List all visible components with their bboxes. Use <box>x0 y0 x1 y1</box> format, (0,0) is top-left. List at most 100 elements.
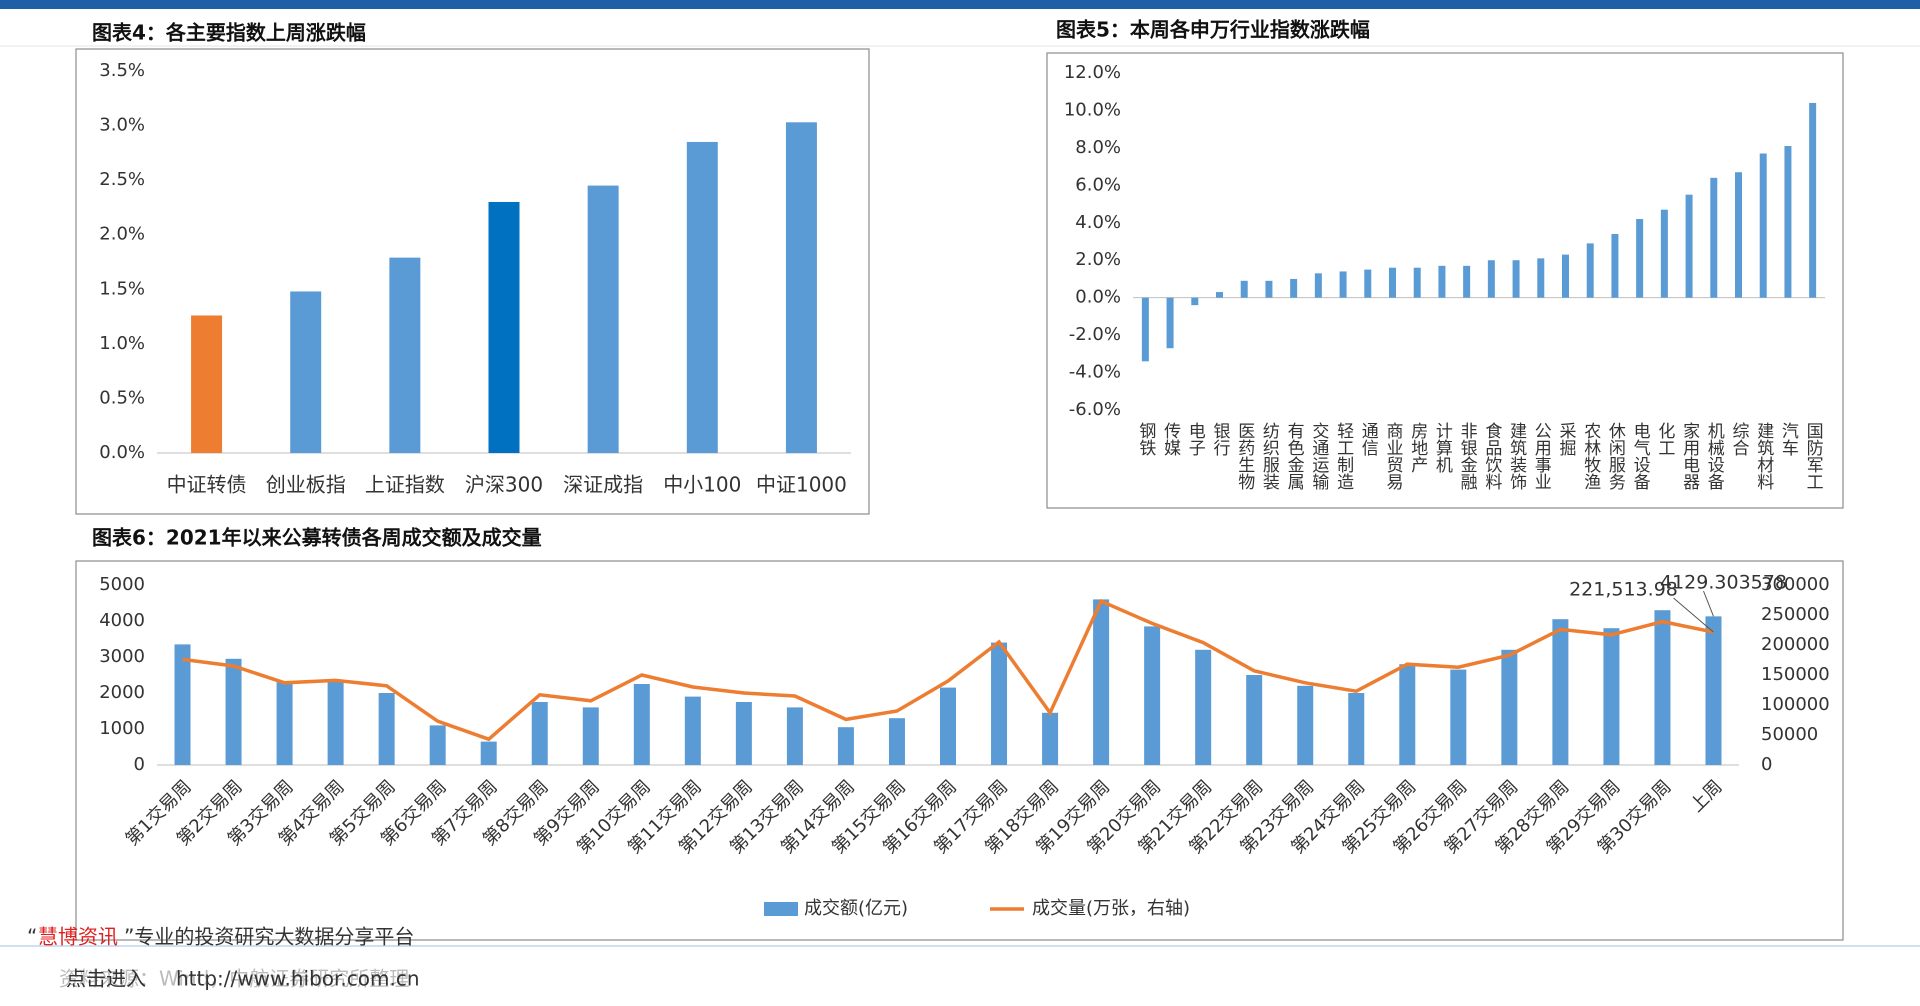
x-tick-label: 农林牧渔 <box>1580 422 1601 490</box>
bar <box>1809 102 1817 298</box>
x-tick-label: 建筑装饰 <box>1506 422 1527 490</box>
x-tick-label: 商业贸易 <box>1383 422 1404 491</box>
y-tick-label: 6.0% <box>1075 174 1121 195</box>
y-tick-label: -2.0% <box>1069 324 1121 345</box>
bar <box>191 315 223 453</box>
bar <box>1603 628 1620 765</box>
x-tick-label: 交通运输 <box>1308 422 1329 491</box>
x-tick-label: 非银金融 <box>1457 422 1478 491</box>
bar <box>327 680 344 765</box>
bar <box>1552 619 1569 765</box>
bar <box>1562 254 1569 298</box>
footer-slogan: ”专业的投资研究大数据分享平台 <box>124 925 414 949</box>
bar <box>1290 278 1298 298</box>
y2-tick-label: 250000 <box>1761 604 1830 625</box>
bar <box>1265 280 1273 298</box>
x-tick-label: 沪深300 <box>465 473 543 497</box>
bar <box>1389 267 1396 298</box>
y-tick-label: 3000 <box>99 646 145 667</box>
bar <box>1364 269 1372 298</box>
bar <box>1735 172 1742 298</box>
bar <box>1705 616 1722 765</box>
bar <box>1413 267 1421 298</box>
bar <box>940 687 956 765</box>
bar <box>1759 153 1767 298</box>
y2-tick-label: 0 <box>1761 754 1772 775</box>
bar <box>1710 177 1718 298</box>
x-tick-label: 中证转债 <box>167 473 247 497</box>
bar <box>1297 685 1314 765</box>
bar <box>1611 234 1619 298</box>
legend-swatch <box>764 902 798 916</box>
y2-tick-label: 200000 <box>1761 634 1830 655</box>
footer-link-text[interactable]: 点击进入 <box>66 967 146 991</box>
footer-brand: 慧博资讯 <box>38 925 118 949</box>
y-tick-label: 3.5% <box>99 60 145 81</box>
bar <box>378 693 395 765</box>
y-tick-label: 0 <box>134 754 145 775</box>
y-tick-label: 3.0% <box>99 115 145 136</box>
x-tick-label: 纺织服装 <box>1259 422 1280 490</box>
x-tick-label: 家用电器 <box>1679 422 1700 490</box>
y-tick-label: 5000 <box>99 574 145 595</box>
footer-url[interactable]: http://www.hibor.com.cn <box>176 967 420 991</box>
bar <box>1636 219 1644 298</box>
bar <box>1144 626 1161 765</box>
bar <box>1450 669 1467 765</box>
chart-title: 图表5：本周各申万行业指数涨跌幅 <box>1056 18 1370 42</box>
y-tick-label: 1.0% <box>99 333 145 354</box>
bar <box>290 291 322 453</box>
y2-tick-label: 150000 <box>1761 664 1830 685</box>
bar <box>1654 610 1671 765</box>
bar <box>531 702 548 765</box>
x-tick-label: 汽车 <box>1778 422 1799 456</box>
x-tick-label: 传媒 <box>1160 422 1181 456</box>
x-tick-label: 采掘 <box>1556 422 1577 457</box>
y2-tick-label: 50000 <box>1761 724 1818 745</box>
x-tick-label: 通信 <box>1358 422 1379 456</box>
bar <box>1191 297 1199 306</box>
chart-frame <box>1046 52 1844 509</box>
x-tick-label: 上证指数 <box>365 473 445 497</box>
x-tick-label: 电气设备 <box>1630 422 1651 490</box>
x-tick-label: 休闲服务 <box>1605 422 1626 490</box>
bar <box>1339 271 1347 298</box>
y-tick-label: 1000 <box>99 718 145 739</box>
chart-frame <box>75 560 1844 941</box>
bar <box>1537 258 1545 298</box>
bar <box>1216 292 1223 298</box>
bar <box>1586 243 1594 298</box>
bar <box>1348 693 1365 765</box>
bar <box>1141 297 1149 362</box>
bar <box>785 122 817 453</box>
x-tick-label: 医药生物 <box>1234 422 1255 490</box>
data-label-leader <box>1703 590 1714 617</box>
bar <box>1314 273 1322 298</box>
line-series <box>182 598 1714 742</box>
bar <box>1438 265 1446 298</box>
x-tick-label: 计算机 <box>1432 422 1453 473</box>
bar <box>582 707 599 765</box>
data-label: 221,513.98 <box>1569 579 1678 601</box>
y2-tick-label: 100000 <box>1761 694 1830 715</box>
top-bar <box>0 0 1920 9</box>
bar <box>735 702 752 765</box>
bar <box>480 741 497 765</box>
y-tick-label: 2.0% <box>99 224 145 245</box>
footer-quote: “ <box>27 925 37 949</box>
bar <box>686 141 718 453</box>
bar <box>837 727 854 765</box>
x-tick-label: 上周 <box>1686 776 1726 816</box>
x-tick-label: 食品饮料 <box>1481 422 1502 490</box>
x-tick-label: 综合 <box>1729 422 1750 456</box>
y-tick-label: 8.0% <box>1075 137 1121 158</box>
x-tick-label: 轻工制造 <box>1333 422 1354 490</box>
x-tick-label: 公用事业 <box>1531 422 1552 490</box>
bar <box>1042 712 1059 765</box>
bar <box>1501 649 1518 765</box>
x-tick-label: 化工 <box>1654 422 1675 456</box>
x-tick-label: 建筑材料 <box>1753 422 1774 490</box>
y-tick-label: 2.0% <box>1075 249 1121 270</box>
bar <box>1240 280 1248 298</box>
